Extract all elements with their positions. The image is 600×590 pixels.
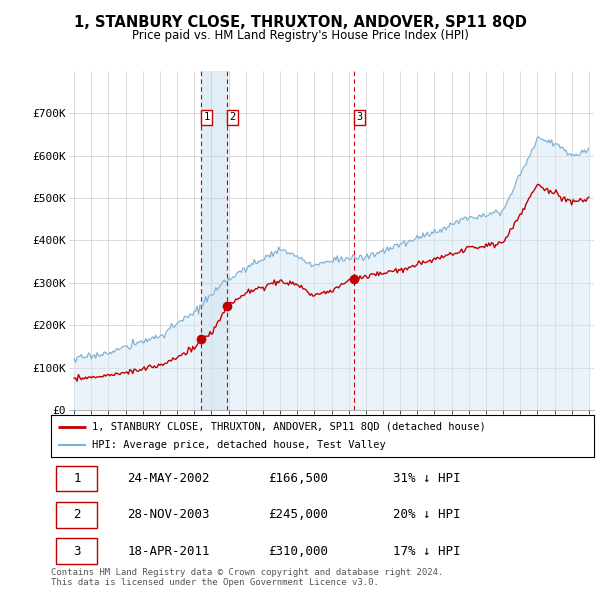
FancyBboxPatch shape [56,539,97,564]
Text: 1: 1 [73,472,80,485]
Text: £166,500: £166,500 [268,472,328,485]
Text: 31% ↓ HPI: 31% ↓ HPI [393,472,461,485]
Text: 18-APR-2011: 18-APR-2011 [127,545,209,558]
Text: 3: 3 [356,113,362,123]
Text: 24-MAY-2002: 24-MAY-2002 [127,472,209,485]
Text: 28-NOV-2003: 28-NOV-2003 [127,508,209,522]
Text: 3: 3 [73,545,80,558]
Text: 17% ↓ HPI: 17% ↓ HPI [393,545,461,558]
Text: 1: 1 [203,113,209,123]
Bar [201,71,227,410]
Text: 2: 2 [230,113,236,123]
FancyBboxPatch shape [56,466,97,491]
Text: £245,000: £245,000 [268,508,328,522]
Text: HPI: Average price, detached house, Test Valley: HPI: Average price, detached house, Test… [92,440,385,450]
Text: Price paid vs. HM Land Registry's House Price Index (HPI): Price paid vs. HM Land Registry's House … [131,30,469,42]
Text: £310,000: £310,000 [268,545,328,558]
Text: This data is licensed under the Open Government Licence v3.0.: This data is licensed under the Open Gov… [51,578,379,587]
Text: 20% ↓ HPI: 20% ↓ HPI [393,508,461,522]
Text: 1, STANBURY CLOSE, THRUXTON, ANDOVER, SP11 8QD (detached house): 1, STANBURY CLOSE, THRUXTON, ANDOVER, SP… [92,422,485,432]
Text: Contains HM Land Registry data © Crown copyright and database right 2024.: Contains HM Land Registry data © Crown c… [51,568,443,577]
Text: 1, STANBURY CLOSE, THRUXTON, ANDOVER, SP11 8QD: 1, STANBURY CLOSE, THRUXTON, ANDOVER, SP… [74,15,526,30]
Text: 2: 2 [73,508,80,522]
FancyBboxPatch shape [56,502,97,527]
